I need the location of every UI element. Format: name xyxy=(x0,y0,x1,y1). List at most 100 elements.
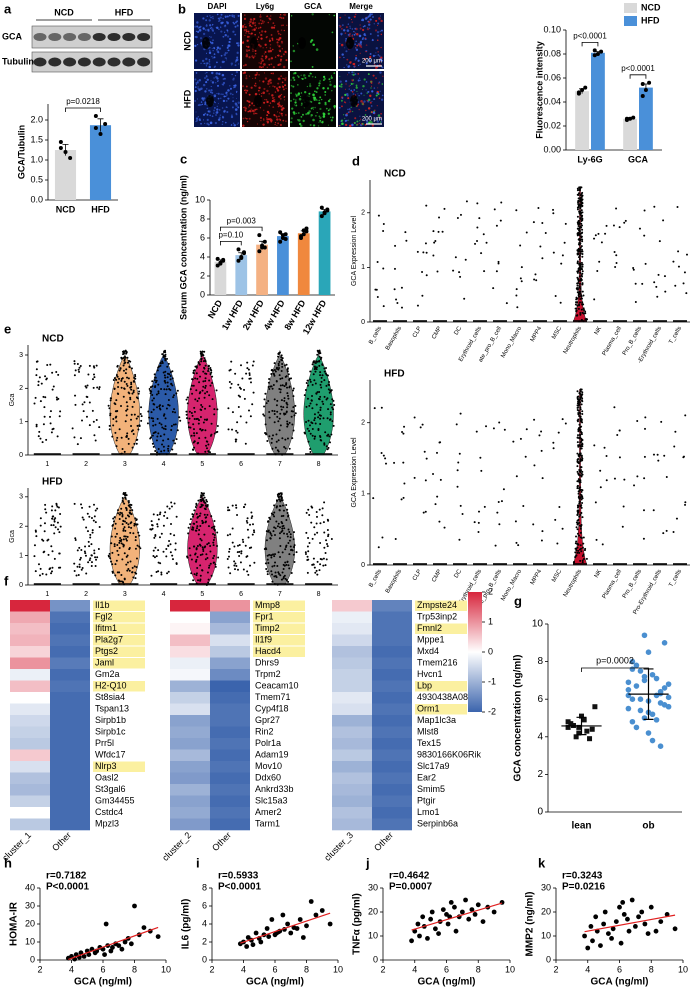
jitter-dot xyxy=(81,569,83,571)
panel-label: f xyxy=(4,573,9,588)
speckle xyxy=(333,105,336,108)
jitter-dot xyxy=(153,403,155,405)
speckle xyxy=(216,62,218,64)
speckle xyxy=(237,124,238,125)
speckle xyxy=(258,36,259,37)
gene-label: Ankrd33b xyxy=(255,784,294,794)
jitter-dot xyxy=(52,515,54,517)
jitter-dot xyxy=(577,430,579,432)
jitter-dot xyxy=(574,551,576,553)
jitter-dot xyxy=(307,509,309,511)
jitter-dot xyxy=(381,407,383,409)
jitter-dot xyxy=(50,524,52,526)
jitter-dot xyxy=(577,409,579,411)
jitter-dot xyxy=(153,409,155,411)
y-tick-label: 4 xyxy=(200,251,205,261)
speckle xyxy=(194,78,196,80)
data-point xyxy=(281,233,285,237)
speckle xyxy=(285,120,287,122)
heatmap-cell xyxy=(170,612,210,624)
speckle xyxy=(212,30,214,32)
jitter-dot xyxy=(212,398,214,400)
speckle xyxy=(279,119,281,121)
speckle xyxy=(262,123,264,125)
jitter-dot xyxy=(643,509,645,511)
jitter-dot xyxy=(268,411,270,413)
speckle xyxy=(229,15,231,17)
speckle xyxy=(256,72,258,74)
data-point xyxy=(301,935,306,940)
blot-band xyxy=(108,58,121,67)
jitter-dot xyxy=(307,559,309,561)
heatmap-cell xyxy=(210,612,250,624)
jitter-dot xyxy=(666,476,668,478)
heatmap-cell xyxy=(50,681,90,693)
jitter-dot xyxy=(234,568,236,570)
speckle xyxy=(195,36,197,38)
heatmap-cell xyxy=(10,738,50,750)
jitter-dot xyxy=(417,251,419,253)
y-axis-label: Serum GCA concentration (ng/ml) xyxy=(178,175,188,320)
speckle xyxy=(258,27,260,29)
speckle xyxy=(196,31,197,32)
x-axis-label: GCA (ng/ml) xyxy=(74,977,132,988)
jitter-dot xyxy=(194,554,196,556)
jitter-dot xyxy=(313,373,315,375)
jitter-dot xyxy=(129,509,131,511)
speckle xyxy=(200,63,201,64)
jitter-dot xyxy=(277,420,279,422)
speckle xyxy=(313,124,315,126)
jitter-dot xyxy=(208,368,210,370)
jitter-dot xyxy=(57,374,59,376)
jitter-dot xyxy=(383,455,385,457)
jitter-dot xyxy=(118,542,120,544)
heatmap-cell xyxy=(372,704,412,716)
jitter-dot xyxy=(294,561,296,563)
jitter-dot xyxy=(251,515,253,517)
jitter-dot xyxy=(91,517,93,519)
data-point xyxy=(639,910,644,915)
heatmap-cell xyxy=(210,635,250,647)
y-tick-label: 0.5 xyxy=(30,174,43,184)
jitter-dot xyxy=(272,434,274,436)
jitter-dot xyxy=(115,416,117,418)
jitter-dot xyxy=(479,457,481,459)
jitter-dot xyxy=(286,509,288,511)
speckle xyxy=(378,54,380,56)
jitter-dot xyxy=(282,504,284,506)
jitter-dot xyxy=(483,270,485,272)
jitter-dot xyxy=(552,212,554,214)
jitter-dot xyxy=(580,528,582,530)
jitter-dot xyxy=(239,387,241,389)
panel-label: b xyxy=(178,1,186,16)
gene-label: H2-Q10 xyxy=(95,681,127,691)
x-tick-label: 2 xyxy=(84,591,88,598)
speckle xyxy=(331,119,333,121)
data-point xyxy=(314,913,319,918)
jitter-dot xyxy=(480,252,482,254)
data-point xyxy=(643,922,648,927)
jitter-dot xyxy=(194,418,196,420)
jitter-dot xyxy=(157,514,159,516)
jitter-dot xyxy=(117,393,119,395)
speckle xyxy=(244,35,245,36)
jitter-dot xyxy=(250,415,252,417)
jitter-dot xyxy=(232,528,234,530)
jitter-dot xyxy=(161,533,163,535)
jitter-dot xyxy=(153,432,155,434)
jitter-dot xyxy=(657,460,659,462)
jitter-dot xyxy=(164,511,166,513)
jitter-dot xyxy=(93,520,95,522)
jitter-dot xyxy=(129,561,131,563)
jitter-dot xyxy=(324,371,326,373)
jitter-dot xyxy=(318,353,320,355)
speckle xyxy=(354,16,356,18)
jitter-dot xyxy=(130,419,132,421)
data-point xyxy=(416,922,421,927)
jitter-dot xyxy=(501,500,503,502)
jitter-dot xyxy=(170,383,172,385)
jitter-dot xyxy=(238,551,240,553)
y-tick-label: 10 xyxy=(541,930,551,940)
jitter-dot xyxy=(82,517,84,519)
jitter-dot xyxy=(666,530,668,532)
